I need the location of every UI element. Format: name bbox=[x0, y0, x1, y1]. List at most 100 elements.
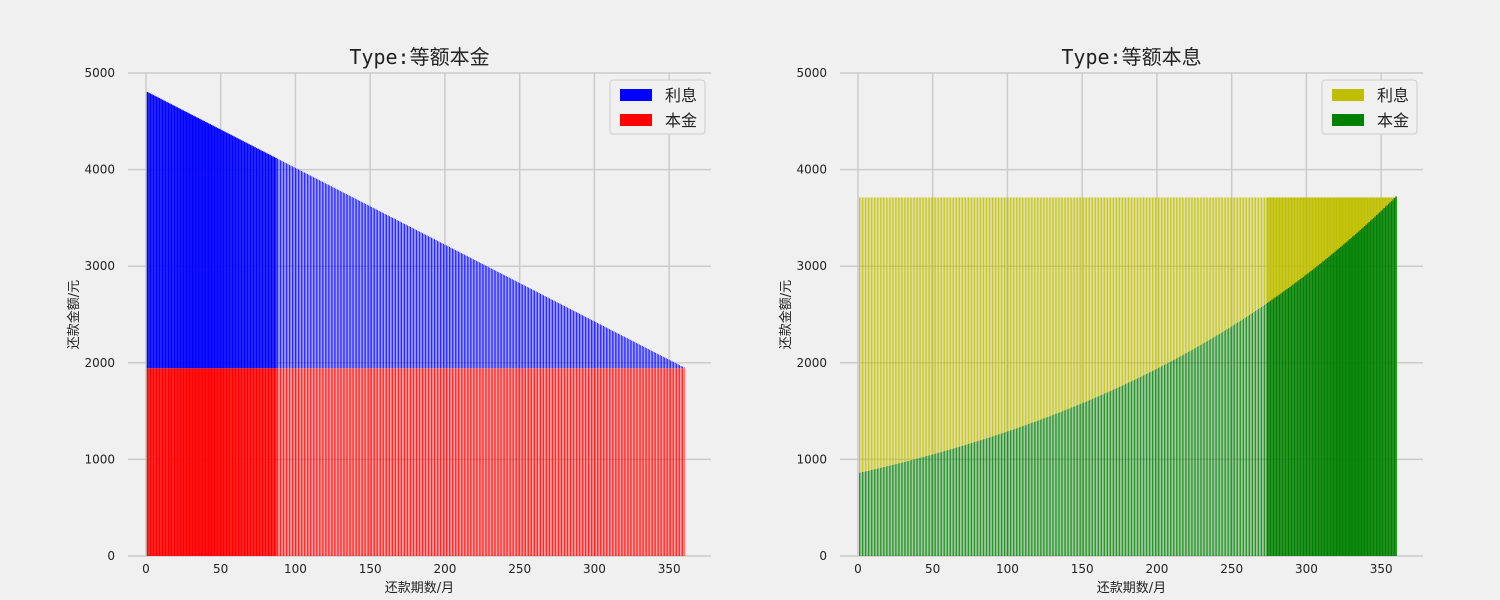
bar-interest bbox=[1355, 197, 1357, 234]
bar-interest bbox=[888, 197, 890, 466]
bar-interest bbox=[1168, 197, 1170, 363]
bar-interest bbox=[417, 230, 419, 369]
bar-interest bbox=[1036, 197, 1038, 421]
bar-principal bbox=[1086, 401, 1088, 556]
bar-interest bbox=[155, 96, 158, 369]
bar-interest bbox=[941, 197, 943, 452]
bar-interest bbox=[929, 197, 931, 456]
bar-principal bbox=[1381, 209, 1384, 556]
bar-principal bbox=[972, 442, 974, 556]
bar-interest bbox=[1265, 197, 1267, 304]
bar-principal bbox=[631, 368, 633, 556]
bar-principal bbox=[1317, 265, 1320, 556]
bar-principal bbox=[992, 436, 993, 556]
bar-interest bbox=[1098, 197, 1100, 397]
bar-principal bbox=[161, 368, 164, 556]
bar-interest bbox=[942, 197, 944, 452]
bar-principal bbox=[1041, 419, 1043, 556]
legend-swatch bbox=[620, 89, 652, 101]
bar-principal bbox=[225, 368, 228, 556]
bar-interest bbox=[959, 197, 960, 447]
bar-principal bbox=[1165, 364, 1167, 556]
bar-interest bbox=[640, 345, 642, 369]
bar-interest bbox=[1250, 197, 1252, 314]
bar-interest bbox=[287, 164, 289, 369]
bar-interest bbox=[865, 197, 866, 472]
bar-principal bbox=[453, 368, 455, 556]
bar-principal bbox=[585, 368, 586, 556]
bar-principal bbox=[596, 368, 598, 556]
bar-principal bbox=[655, 368, 657, 556]
bar-principal bbox=[593, 368, 595, 556]
bar-principal bbox=[1039, 419, 1041, 556]
bar-principal bbox=[335, 368, 337, 556]
bar-principal bbox=[520, 368, 522, 556]
bar-interest bbox=[1223, 197, 1225, 331]
bar-principal bbox=[1349, 239, 1351, 556]
bar-principal bbox=[523, 368, 525, 556]
bar-interest bbox=[1086, 197, 1088, 402]
bar-principal bbox=[267, 368, 270, 556]
bar-interest bbox=[435, 240, 437, 369]
bar-interest bbox=[1001, 197, 1002, 434]
bar-interest bbox=[1035, 197, 1037, 422]
bar-interest bbox=[336, 189, 338, 369]
bar-interest bbox=[1371, 197, 1373, 220]
bar-principal bbox=[1325, 259, 1327, 556]
bar-principal bbox=[263, 368, 265, 556]
bar-interest bbox=[389, 216, 391, 369]
bar-principal bbox=[469, 368, 471, 556]
bar-principal bbox=[1286, 288, 1288, 556]
bar-interest bbox=[933, 197, 935, 454]
bar-interest bbox=[348, 195, 350, 369]
bar-interest bbox=[1190, 197, 1192, 351]
bar-interest bbox=[1174, 197, 1176, 360]
bar-interest bbox=[1171, 197, 1173, 361]
bar-principal bbox=[1156, 368, 1158, 556]
bar-principal bbox=[1036, 420, 1038, 556]
bar-interest bbox=[1347, 197, 1349, 241]
bar-interest bbox=[426, 235, 428, 369]
bar-interest bbox=[502, 274, 504, 369]
bar-principal bbox=[1001, 433, 1002, 556]
bar-principal bbox=[1219, 333, 1221, 556]
bar-principal bbox=[561, 368, 562, 556]
bar-principal bbox=[526, 368, 528, 556]
bar-interest bbox=[957, 197, 959, 448]
bar-interest bbox=[166, 101, 168, 369]
bar-principal bbox=[1122, 385, 1123, 556]
bar-interest bbox=[1172, 197, 1174, 361]
bar-interest bbox=[401, 222, 402, 369]
legend-label: 本金 bbox=[1377, 111, 1409, 130]
bar-interest bbox=[540, 293, 541, 369]
bar-principal bbox=[1226, 329, 1228, 556]
bar-interest bbox=[1131, 197, 1132, 382]
bar-interest bbox=[968, 197, 969, 444]
bar-principal bbox=[1237, 322, 1239, 556]
bar-interest bbox=[309, 175, 311, 369]
bar-interest bbox=[237, 138, 240, 369]
bar-principal bbox=[1252, 312, 1253, 556]
bar-interest bbox=[480, 263, 482, 369]
bar-interest bbox=[1042, 197, 1044, 419]
bar-interest bbox=[234, 137, 237, 369]
bar-interest bbox=[598, 323, 600, 369]
bar-interest bbox=[604, 326, 606, 369]
x-tick-label: 200 bbox=[433, 562, 456, 576]
bar-interest bbox=[245, 142, 247, 369]
bar-interest bbox=[305, 173, 307, 369]
bar-interest bbox=[510, 278, 512, 369]
bar-principal bbox=[348, 368, 350, 556]
bar-principal bbox=[155, 368, 158, 556]
bar-principal bbox=[270, 368, 273, 556]
bar-interest bbox=[1184, 197, 1186, 354]
legend-label: 本金 bbox=[665, 111, 697, 130]
bar-interest bbox=[632, 341, 634, 369]
bar-interest bbox=[637, 343, 639, 369]
bar-interest bbox=[611, 330, 613, 369]
bar-interest bbox=[384, 213, 386, 369]
bar-principal bbox=[1374, 216, 1376, 556]
bar-interest bbox=[1313, 197, 1315, 269]
bar-principal bbox=[995, 435, 996, 556]
